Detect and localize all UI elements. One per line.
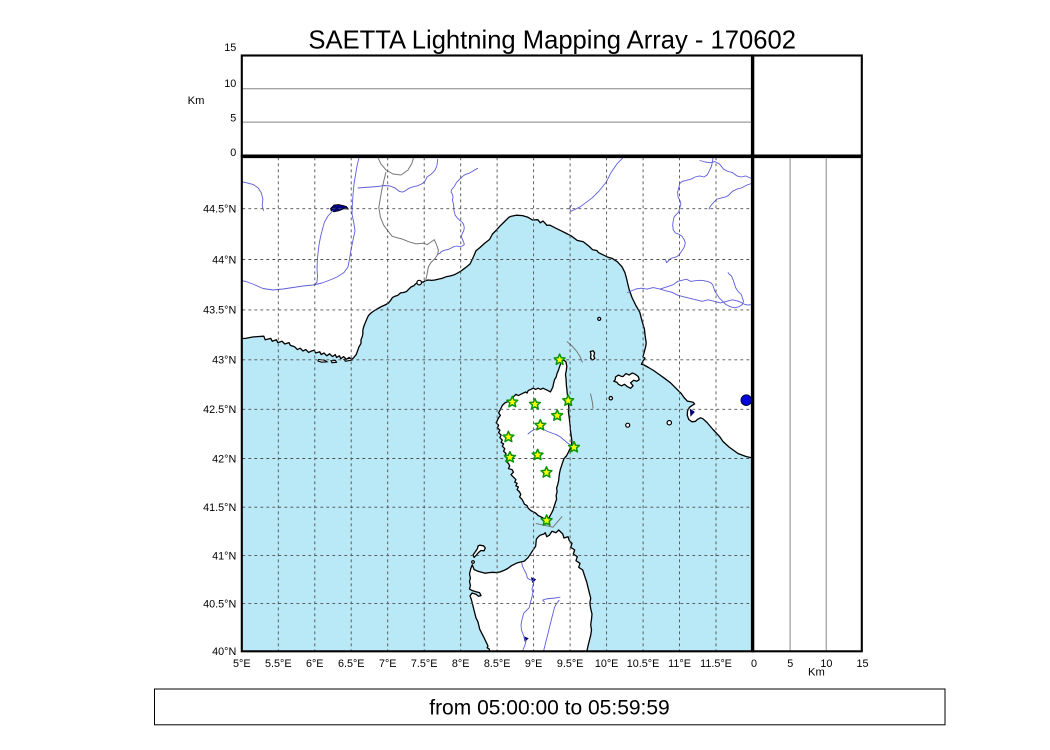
- svg-text:from 05:00:00 to 05:59:59: from 05:00:00 to 05:59:59: [429, 696, 670, 719]
- svg-text:43.5°N: 43.5°N: [203, 305, 236, 317]
- svg-text:11.5°E: 11.5°E: [700, 658, 732, 670]
- svg-text:9°E: 9°E: [525, 658, 543, 670]
- svg-text:Km: Km: [808, 667, 825, 679]
- svg-text:15: 15: [224, 42, 236, 54]
- svg-text:41°N: 41°N: [212, 550, 236, 562]
- svg-text:10: 10: [820, 658, 832, 670]
- svg-text:42°N: 42°N: [212, 453, 236, 465]
- svg-text:7.5°E: 7.5°E: [411, 658, 438, 670]
- svg-text:9.5°E: 9.5°E: [557, 658, 584, 670]
- svg-text:0: 0: [751, 658, 757, 670]
- svg-text:6°E: 6°E: [306, 658, 324, 670]
- svg-text:0: 0: [230, 147, 236, 159]
- svg-text:5°E: 5°E: [233, 658, 251, 670]
- svg-text:43°N: 43°N: [212, 355, 236, 367]
- svg-text:5: 5: [787, 658, 793, 670]
- svg-text:SAETTA Lightning Mapping Array: SAETTA Lightning Mapping Array - 170602: [308, 26, 796, 54]
- svg-text:40°N: 40°N: [212, 646, 236, 658]
- svg-text:8.5°E: 8.5°E: [484, 658, 511, 670]
- svg-text:44.5°N: 44.5°N: [203, 204, 236, 216]
- svg-text:44°N: 44°N: [212, 254, 236, 266]
- svg-text:11°E: 11°E: [668, 658, 691, 670]
- svg-text:42.5°N: 42.5°N: [203, 404, 236, 416]
- svg-text:7°E: 7°E: [379, 658, 397, 670]
- svg-text:10: 10: [224, 78, 236, 90]
- svg-text:10.5°E: 10.5°E: [627, 658, 660, 670]
- svg-text:6.5°E: 6.5°E: [338, 658, 365, 670]
- svg-text:40.5°N: 40.5°N: [203, 598, 236, 610]
- svg-text:41.5°N: 41.5°N: [203, 502, 236, 514]
- svg-text:Km: Km: [188, 95, 205, 107]
- svg-text:5.5°E: 5.5°E: [265, 658, 292, 670]
- svg-text:8°E: 8°E: [452, 658, 470, 670]
- svg-text:5: 5: [230, 112, 236, 124]
- svg-text:15: 15: [856, 658, 868, 670]
- svg-text:10°E: 10°E: [595, 658, 619, 670]
